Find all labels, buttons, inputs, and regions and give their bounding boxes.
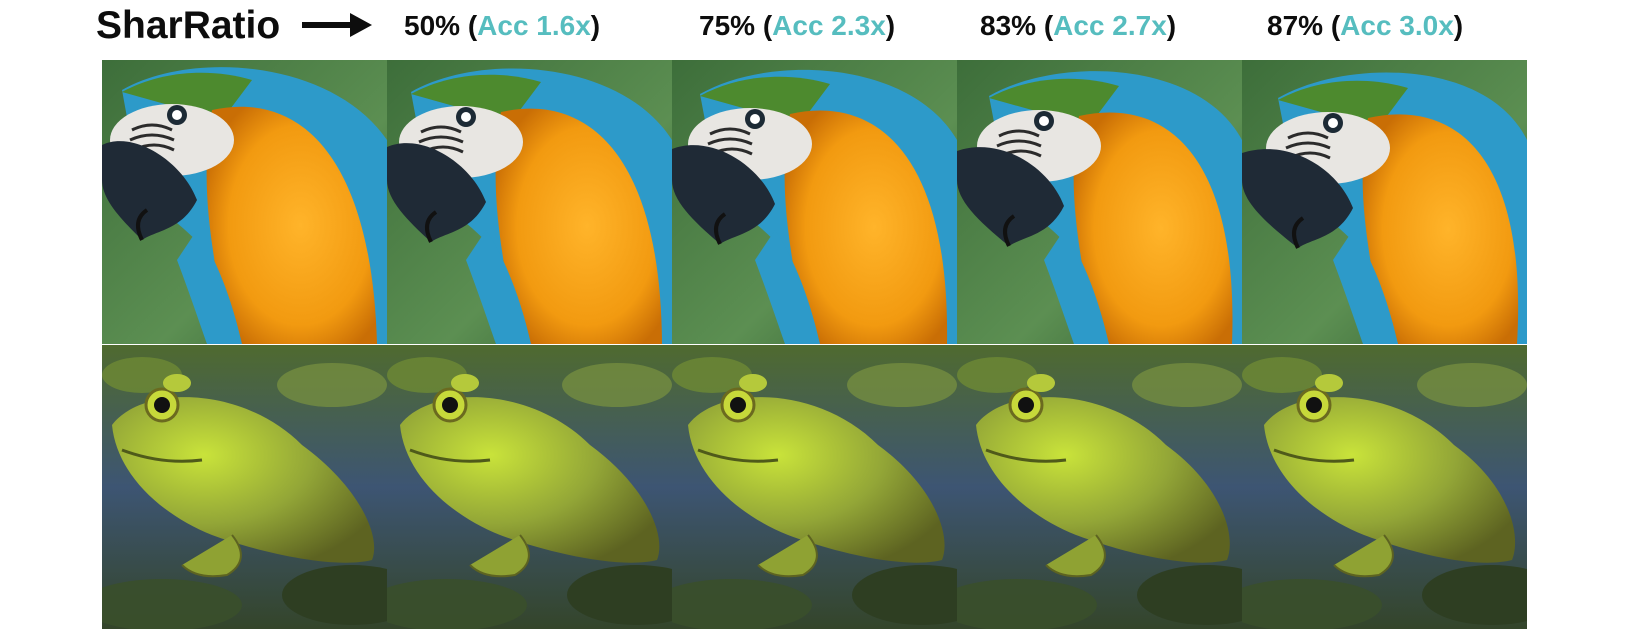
frog-image-4: [957, 344, 1242, 629]
column-label-1: 50% (Acc 1.6x): [404, 0, 600, 52]
frog-icon: [387, 345, 672, 629]
parrot-image-5: [1242, 60, 1527, 344]
close-paren: ): [885, 10, 896, 41]
frog-icon: [102, 345, 387, 629]
parrot-image-2: [387, 60, 672, 344]
image-grid: [102, 60, 1527, 629]
frog-image-2: [387, 344, 672, 629]
column-label-3: 83% (Acc 2.7x): [980, 0, 1176, 52]
acc-text: Acc 3.0x: [1340, 10, 1454, 41]
column-label-2: 75% (Acc 2.3x): [699, 0, 895, 52]
parrot-icon: [672, 60, 957, 344]
close-paren: ): [1166, 10, 1177, 41]
parrot-icon: [102, 60, 387, 344]
open-paren: (: [467, 10, 478, 41]
parrot-image-3: [672, 60, 957, 344]
parrot-image-1: [102, 60, 387, 344]
acc-text: Acc 2.7x: [1053, 10, 1167, 41]
parrot-icon: [387, 60, 672, 344]
frog-image-1: [102, 344, 387, 629]
frog-image-3: [672, 344, 957, 629]
arrow-right-icon: [302, 13, 372, 37]
method-label: SharRatio: [96, 4, 281, 47]
close-paren: ): [590, 10, 601, 41]
frog-icon: [957, 345, 1242, 629]
header: SharRatio 50% (Acc 1.6x) 75% (Acc 2.3x) …: [0, 0, 1639, 56]
open-paren: (: [1330, 10, 1341, 41]
open-paren: (: [1043, 10, 1054, 41]
acc-text: Acc 1.6x: [477, 10, 591, 41]
ratio-text: 87%: [1267, 10, 1324, 41]
close-paren: ): [1453, 10, 1464, 41]
open-paren: (: [762, 10, 773, 41]
column-label-4: 87% (Acc 3.0x): [1267, 0, 1463, 52]
parrot-icon: [1242, 60, 1527, 344]
ratio-text: 75%: [699, 10, 756, 41]
frog-image-5: [1242, 344, 1527, 629]
frog-icon: [1242, 345, 1527, 629]
acc-text: Acc 2.3x: [772, 10, 886, 41]
parrot-image-4: [957, 60, 1242, 344]
frog-icon: [672, 345, 957, 629]
parrot-icon: [957, 60, 1242, 344]
ratio-text: 83%: [980, 10, 1037, 41]
ratio-text: 50%: [404, 10, 461, 41]
